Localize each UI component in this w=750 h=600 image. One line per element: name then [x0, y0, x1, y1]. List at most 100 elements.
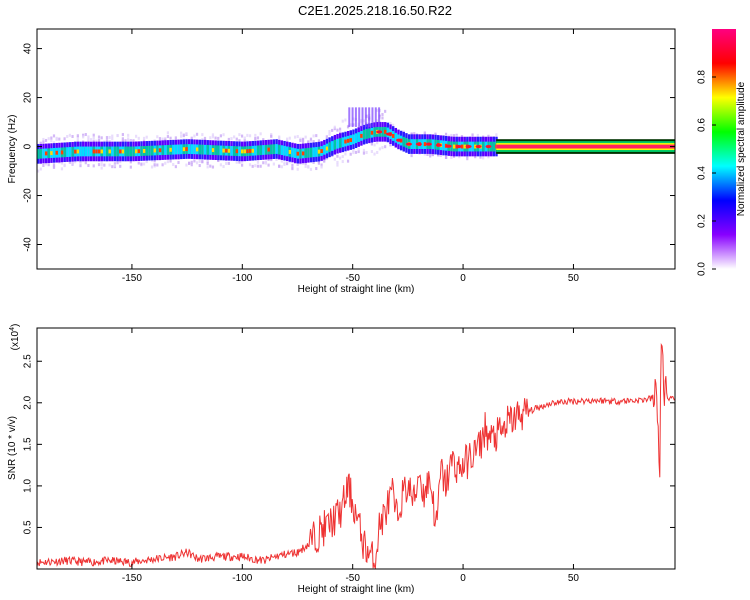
spectrogram-halo-cell: [450, 134, 453, 138]
spectrogram-peak-cell: [185, 147, 188, 152]
spectrogram-halo-cell: [44, 162, 48, 166]
snr-background: [37, 328, 675, 569]
spectrogram-y-ticks: -40 -20 0 20 40: [23, 43, 675, 252]
spectrogram-halo-cell: [452, 134, 456, 138]
spectrogram-inner-cell: [293, 148, 297, 159]
spectrogram-halo-cell: [87, 139, 90, 143]
spectrogram-halo-cell: [71, 134, 74, 138]
spectrogram-peak-cell: [55, 150, 58, 155]
spectrogram-halo-cell: [84, 161, 87, 165]
spectrogram-halo-cell: [254, 136, 257, 140]
spectrogram-halo-cell: [39, 167, 42, 171]
spectrogram-halo-cell: [270, 158, 273, 162]
spectrogram-halo-cell: [145, 135, 148, 139]
spectrogram-halo-cell: [121, 133, 124, 137]
spectrogram-halo-cell: [315, 167, 318, 171]
spectrogram-inner-cell: [278, 144, 281, 155]
spectrogram-halo-cell: [100, 166, 103, 170]
spectrogram-inner-cell: [84, 146, 88, 157]
spectrogram-halo-cell: [352, 149, 355, 153]
spectrogram-halo-cell: [286, 137, 289, 141]
spectrogram-halo-cell: [466, 157, 469, 161]
spectrogram-halo-cell: [230, 137, 233, 141]
spectrogram-inner-cell: [111, 146, 114, 157]
spectrogram-halo-cell: [161, 137, 164, 141]
spectrogram-halo-cell: [166, 131, 170, 135]
spectrogram-halo-cell: [97, 138, 101, 142]
spectrogram-halo-cell: [362, 151, 366, 155]
spectrogram-halo-cell: [206, 165, 209, 169]
spectrogram-peak-dot: [455, 144, 462, 149]
spectrogram-halo-cell: [188, 161, 191, 165]
spectrogram-halo-cell: [304, 161, 307, 165]
spectrogram-halo-cell: [238, 133, 241, 137]
spectrogram-halo-cell: [121, 137, 124, 141]
spectrogram-inner-cell: [174, 144, 178, 155]
spectrogram-halo-cell: [357, 147, 360, 151]
spectrogram-inner-cell: [357, 132, 360, 142]
spectrogram-inner-cell: [394, 132, 398, 143]
spectrogram-peak-cell: [251, 148, 254, 153]
spectrogram-halo-cell: [312, 140, 315, 144]
spectrogram-halo-cell: [349, 123, 352, 127]
spectrogram-halo-cell: [312, 134, 315, 138]
spectrogram-inner-cell: [190, 144, 194, 155]
spectrogram-spike-cell: [368, 107, 371, 127]
spectrogram-halo-cell: [426, 153, 429, 157]
spectrogram-halo-cell: [381, 146, 384, 150]
spectrogram-halo-cell: [185, 132, 188, 136]
spectrogram-halo-cell: [323, 158, 326, 162]
spectrogram-halo-cell: [140, 162, 143, 166]
spectrogram-inner-cell: [381, 126, 384, 137]
spectrogram-peak-cell: [137, 149, 141, 154]
spectrogram-halo-cell: [142, 162, 146, 166]
spectrogram-inner-cell: [262, 145, 265, 155]
snr-y-tick-label: 1.5: [23, 437, 34, 451]
spectrogram-peak-cell: [267, 147, 270, 152]
spectrogram-halo-cell: [278, 164, 281, 168]
spectrogram-spike-cell: [364, 107, 367, 127]
spectrogram-halo-cell: [328, 130, 331, 134]
spectrogram-peak-cell: [325, 146, 329, 151]
spectrogram-peak-cell: [235, 149, 239, 154]
spectrogram-inner-cell: [206, 144, 209, 155]
spectrogram-x-tick-label: 50: [568, 273, 580, 284]
spectrogram-peak-cell: [50, 151, 53, 156]
spectrogram-halo-cell: [288, 160, 291, 164]
spectrogram-halo-cell: [262, 138, 265, 142]
spectrogram-halo-cell: [325, 157, 328, 161]
spectrogram-halo-cell: [444, 132, 448, 136]
spectrogram-inner-cell: [79, 146, 82, 157]
spectrogram-halo-cell: [161, 163, 164, 167]
spectrogram-halo-cell: [103, 163, 106, 167]
spectrogram-halo-cell: [248, 134, 252, 138]
spectrogram-halo-cell: [111, 134, 114, 138]
spectrogram-inner-cell: [188, 144, 191, 154]
spectrogram-halo-cell: [71, 161, 74, 165]
spectrogram-halo-cell: [267, 163, 270, 167]
spectrogram-halo-cell: [177, 160, 180, 164]
spectrogram-inner-cell: [256, 145, 260, 156]
spectrogram-peak-cell: [121, 149, 125, 154]
spectrogram-peak-dot: [475, 144, 482, 149]
spectrogram-halo-cell: [336, 154, 339, 158]
spectrogram-halo-cell: [431, 152, 434, 156]
spectrogram-halo-cell: [47, 137, 50, 141]
spectrogram-inner-cell: [140, 146, 143, 156]
spectrogram-peak-cell: [74, 149, 77, 154]
spectrogram-halo-cell: [362, 148, 366, 152]
spectrogram-halo-cell: [341, 119, 344, 123]
spectrogram-inner-cell: [254, 145, 257, 156]
spectrogram-inner-cell: [148, 145, 151, 156]
spectrogram-halo-cell: [360, 120, 363, 124]
spectrogram-halo-cell: [341, 155, 344, 159]
spectrogram-halo-cell: [195, 132, 199, 136]
chart-title: C2E1.2025.218.16.50.R22: [298, 3, 452, 18]
spectrogram-halo-cell: [209, 164, 212, 168]
spectrogram-halo-cell: [288, 136, 291, 140]
spectrogram-halo-cell: [52, 141, 56, 145]
spectrogram-inner-cell: [113, 146, 117, 157]
spectrogram-halo-cell: [341, 160, 344, 164]
spectrogram-peak-cell: [423, 142, 427, 147]
spectrogram-peak-dot: [425, 142, 432, 146]
